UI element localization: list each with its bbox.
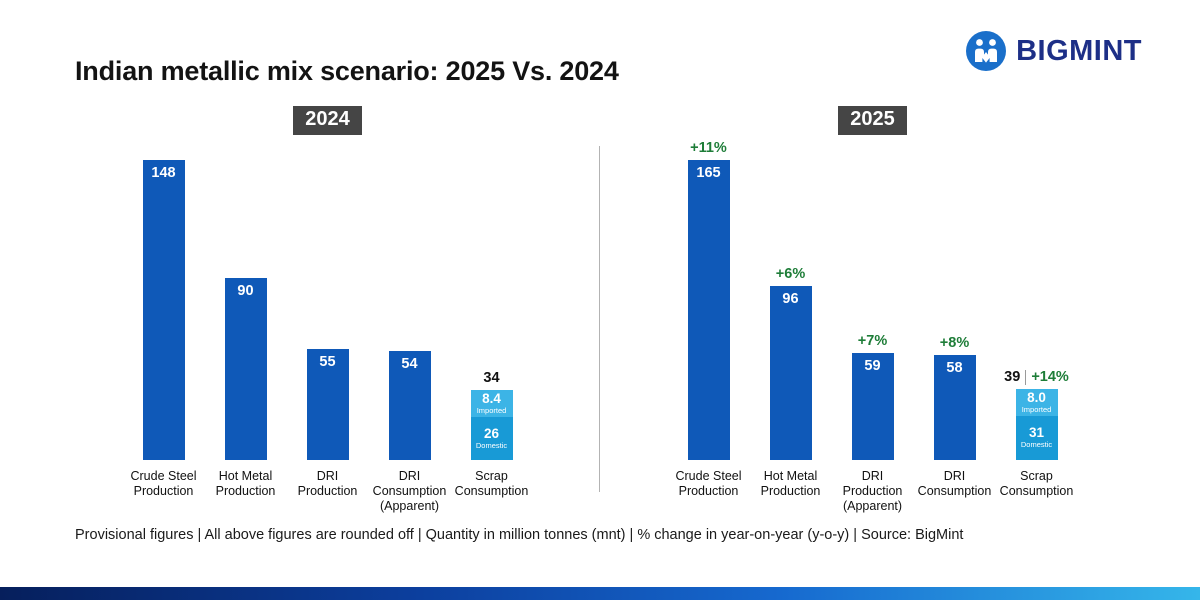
bar-value-label: 148	[151, 165, 176, 181]
bar-column: 148	[123, 160, 205, 460]
category-label: Scrap Consumption	[999, 469, 1074, 498]
segment-value: 26	[483, 425, 500, 441]
stack-segment-imported: 8.0 Imported	[1015, 389, 1058, 417]
value-bar: 54	[388, 350, 431, 460]
value-bar: 165	[687, 160, 730, 460]
bar-column: 54	[369, 350, 451, 460]
pct-change-label: +11%	[690, 140, 727, 156]
value-bar: 148	[142, 160, 185, 460]
brand-name: BIGMINT	[1016, 34, 1142, 67]
stacked-bar: 8.4 Imported 26 Domestic	[470, 390, 513, 460]
total-value: 34	[483, 370, 500, 387]
category-labels-2025: Crude Steel Production Hot Metal Producti…	[600, 469, 1145, 514]
panel-2025: 2025 +11% 165 +6% 96 +7% 59 +8% 58 39 +14% 8.0 Impo…	[600, 106, 1200, 514]
stack-segment-domestic: 31 Domestic	[1015, 416, 1058, 460]
footnote: Provisional figures | All above figures …	[75, 527, 964, 543]
stacked-bar: 8.0 Imported 31 Domestic	[1015, 389, 1058, 460]
bar-value-label: 58	[946, 359, 963, 376]
stack-total-label: 39 +14%	[1004, 369, 1069, 385]
brand-logo: BIGMINT	[965, 30, 1142, 72]
segment-value: 8.4	[482, 391, 501, 407]
segment-value: 31	[1028, 425, 1045, 441]
panel-divider	[599, 146, 600, 492]
pct-change-label: +7%	[857, 332, 888, 349]
bars-2025: +11% 165 +6% 96 +7% 59 +8% 58 39 +14% 8.0 Imported 3…	[600, 138, 1145, 460]
pct-change-label: +8%	[939, 334, 970, 351]
category-label: Crude Steel Production	[675, 469, 742, 498]
bar-value-label: 55	[319, 353, 336, 370]
segment-value: 8.0	[1027, 389, 1046, 405]
bottom-gradient-bar	[0, 587, 1200, 600]
segment-name: Domestic	[1020, 440, 1053, 450]
category-label: DRI Consumption	[917, 469, 992, 498]
panel-2024-header: 2024	[55, 106, 600, 138]
stack-segment-imported: 8.4 Imported	[470, 390, 513, 418]
bar-value-label: 165	[696, 165, 721, 181]
pct-change-label: +6%	[775, 265, 806, 282]
bar-column: +7% 59	[832, 333, 914, 460]
bar-value-label: 96	[782, 290, 799, 307]
bar-value-label: 54	[401, 355, 418, 372]
category-label: Hot Metal Production	[215, 469, 276, 498]
category-label: DRI Production (Apparent)	[842, 469, 903, 513]
segment-name: Imported	[476, 406, 507, 416]
bar-value-label: 59	[864, 357, 881, 374]
bars-2024: 148 90 55 54 34 8.4 Imported 26 Domestic	[55, 138, 600, 460]
page-title: Indian metallic mix scenario: 2025 Vs. 2…	[75, 56, 619, 86]
stack-total-label: 34	[483, 370, 499, 386]
panel-2025-header: 2025	[600, 106, 1145, 138]
bar-value-label: 90	[237, 282, 254, 299]
panel-2024: 2024 148 90 55 54 34 8.4 Imported 26 Domestic Cr…	[0, 106, 600, 514]
category-labels-2024: Crude Steel Production Hot Metal Producti…	[55, 469, 600, 514]
value-bar: 59	[851, 352, 894, 460]
bar-column: +6% 96	[750, 265, 832, 460]
value-bar: 90	[224, 277, 267, 460]
value-bar: 55	[306, 348, 349, 460]
segment-name: Domestic	[475, 441, 508, 451]
bar-column: 34 8.4 Imported 26 Domestic	[451, 370, 533, 460]
logo-circle	[966, 31, 1007, 71]
bar-column: 55	[287, 348, 369, 460]
category-label: Hot Metal Production	[760, 469, 821, 498]
category-label: Scrap Consumption	[454, 469, 529, 498]
bar-column: 90	[205, 277, 287, 460]
bigmint-logo-icon	[966, 31, 1007, 71]
charts-area: 2024 148 90 55 54 34 8.4 Imported 26 Domestic Cr…	[0, 106, 1200, 514]
category-label: DRI Consumption (Apparent)	[372, 469, 447, 513]
bar-column: +8% 58	[914, 334, 996, 460]
value-bar: 58	[933, 354, 976, 460]
category-label: DRI Production	[297, 469, 358, 498]
bar-column: 39 +14% 8.0 Imported 31 Domestic	[996, 369, 1078, 460]
panel-badge-2025: 2025	[838, 106, 907, 135]
bar-column: +11% 165	[668, 140, 750, 460]
total-separator	[1025, 369, 1027, 385]
segment-name: Imported	[1021, 405, 1052, 414]
value-bar: 96	[769, 285, 812, 460]
stack-segment-domestic: 26 Domestic	[470, 417, 513, 460]
panel-badge-2024: 2024	[293, 106, 362, 135]
total-value: 39	[1004, 369, 1021, 386]
category-label: Crude Steel Production	[130, 469, 197, 498]
pct-change-label: +14%	[1031, 369, 1069, 386]
